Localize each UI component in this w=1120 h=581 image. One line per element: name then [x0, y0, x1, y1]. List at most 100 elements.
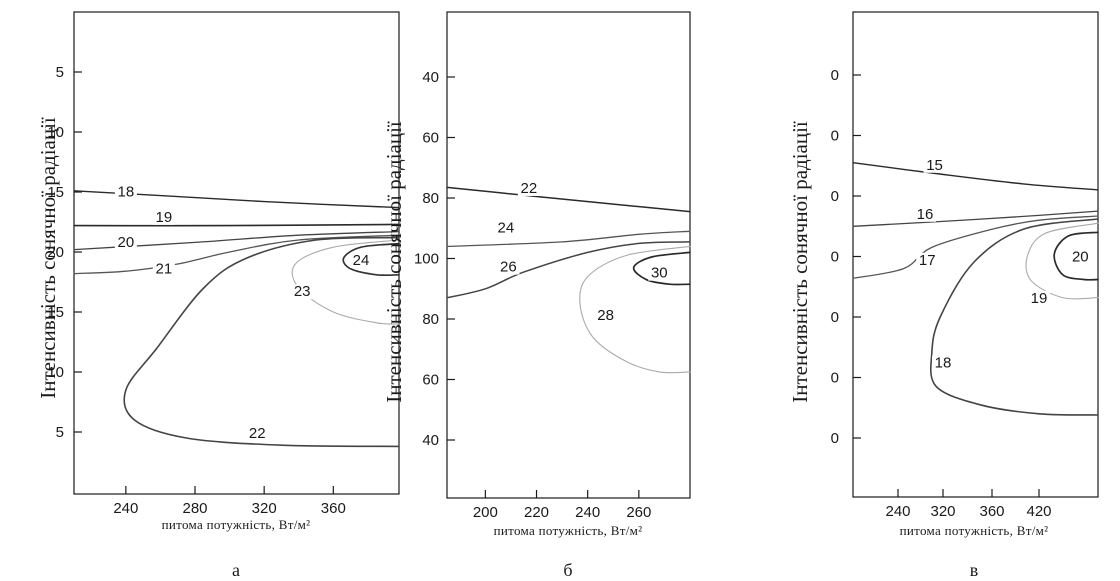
panel-c-contour-label-bg — [916, 252, 939, 268]
panel-a-contour-label-bg — [349, 253, 372, 268]
panel-b-contour-label-26: 26 — [500, 259, 517, 276]
panel-a-contour-label-18: 18 — [118, 184, 135, 201]
panel-a-y-tick-label: 20 — [47, 244, 64, 261]
panel-b-y-tick-label: 40 — [422, 432, 439, 449]
panel-b-xlabel: питома потужність, Вт/м² — [494, 523, 643, 538]
panel-c-contour-15 — [852, 162, 1099, 191]
panel-c-y-tick-label: 0 — [831, 188, 839, 205]
panel-b-y-tick-label: 80 — [422, 311, 439, 328]
panel-b-y-tick-label: 60 — [422, 130, 439, 147]
panel-c-contour-label-bg — [914, 206, 936, 222]
panel-b-contour-label-bg — [594, 308, 617, 323]
panel-c-x-tick-label: 240 — [885, 503, 910, 520]
panel-b-contour-28 — [579, 245, 691, 374]
panel-c-x-ticks: 240 320 360 420 — [885, 489, 1052, 520]
panel-c-y-tick-label: 0 — [831, 128, 839, 145]
panel-c-contour-label-17: 17 — [919, 252, 936, 269]
panel-a-x-tick-label: 360 — [321, 500, 346, 517]
panel-c-contour-label-16: 16 — [917, 206, 934, 223]
panel-b: Інтенсивність сонячної радіації 40 60 80 10… — [382, 11, 691, 580]
panel-b-contour-24 — [446, 230, 691, 248]
panel-b-contour-30 — [632, 251, 691, 286]
panel-a-contour-label-23: 23 — [294, 283, 311, 300]
panel-c-contour-label-19: 19 — [1031, 290, 1048, 307]
panel-c-x-tick-label: 320 — [930, 503, 955, 520]
panel-a-contour-21 — [73, 234, 400, 275]
panel-c-contour-17 — [852, 215, 1099, 279]
panel-a-contour-label-19: 19 — [156, 209, 173, 226]
panel-a-x-tick-label: 240 — [113, 500, 138, 517]
panel-b-x-tick-label: 240 — [575, 504, 600, 521]
panel-a-y-tick-label: 15 — [47, 304, 64, 321]
panel-a-contour-24 — [342, 242, 400, 277]
panel-a-plot-frame — [73, 11, 400, 495]
panel-a-contour-label-bg — [291, 284, 314, 300]
panel-a-x-tick-label: 320 — [252, 500, 277, 517]
panel-c-y-tick-label: 0 — [831, 370, 839, 387]
panel-a-contour-label-21: 21 — [156, 260, 173, 277]
panel-c-x-tick-label: 420 — [1026, 503, 1051, 520]
panel-b-contour-label-bg — [648, 265, 671, 281]
panel-a-contour-label-bg — [152, 209, 175, 225]
panel-c-contours: 15 16 17 20 19 18 — [852, 157, 1099, 416]
panel-b-contour-label-bg — [494, 220, 517, 236]
panel-a-contour-label-bg — [114, 184, 137, 200]
panel-c-contour-label-15: 15 — [926, 157, 943, 174]
panel-c-contour-label-bg — [1069, 249, 1092, 265]
panel-b-y-tick-label: 60 — [422, 372, 439, 389]
panel-b-contour-label-28: 28 — [597, 307, 614, 324]
panel-c-contour-label-bg — [932, 355, 954, 371]
panel-b-x-tick-label: 220 — [524, 504, 549, 521]
panel-b-y-tick-label: 80 — [422, 190, 439, 207]
panel-b-y-tick-label: 100 — [414, 251, 439, 268]
panel-a-y-tick-label: 5 — [56, 424, 64, 441]
panel-b-ylabel: Інтенсивність сонячної радіації — [382, 121, 406, 403]
panel-c-plot-frame — [852, 11, 1099, 498]
panel-b-y-ticks: 40 60 80 100 80 60 40 — [414, 69, 455, 449]
panel-a-contours: 18 19 20 21 24 23 22 — [73, 184, 400, 448]
panel-a-x-ticks: 240 280 320 360 — [113, 486, 346, 517]
panel-a-contour-label-bg — [114, 235, 137, 250]
panel-c-x-tick-label: 360 — [979, 503, 1004, 520]
panel-a-contour-19 — [73, 223, 400, 227]
panel-b-label: б — [563, 560, 572, 580]
panel-b-contour-label-bg — [517, 180, 540, 196]
panel-a-contour-label-bg — [152, 261, 175, 277]
panel-a-y-tick-label: 10 — [47, 364, 64, 381]
panel-a-y-ticks: 5 10 15 20 15 10 5 — [47, 64, 82, 441]
panel-c-contour-label-20: 20 — [1072, 249, 1089, 266]
panel-b-x-tick-label: 260 — [626, 504, 651, 521]
panel-b-contour-22 — [446, 186, 691, 213]
panel-a-contour-label-bg — [246, 425, 269, 441]
panel-a-y-tick-label: 5 — [56, 64, 64, 81]
panel-c-contour-label-bg — [923, 157, 946, 173]
panel-c-y-tick-label: 0 — [831, 249, 839, 266]
panel-c-contour-label-bg — [1028, 290, 1050, 306]
panel-c-label: в — [970, 560, 979, 580]
panel-b-contour-label-22: 22 — [521, 180, 538, 197]
panel-c-contour-label-18: 18 — [935, 355, 952, 372]
panel-c-xlabel: питома потужність, Вт/м² — [900, 523, 1049, 538]
panel-b-contour-26 — [446, 241, 691, 299]
panel-b-x-ticks: 200 220 240 260 — [473, 490, 651, 521]
panel-b-y-tick-label: 40 — [422, 69, 439, 86]
panel-c-y-tick-label: 0 — [831, 430, 839, 447]
panel-c-contour-20 — [1053, 231, 1099, 281]
panel-c-ylabel: Інтенсивність сонячної радіації — [788, 121, 812, 403]
panel-b-x-tick-label: 200 — [473, 504, 498, 521]
panel-a-contour-label-24: 24 — [353, 252, 370, 269]
panel-b-contour-label-bg — [497, 259, 520, 275]
panel-b-contour-label-24: 24 — [497, 219, 514, 236]
panel-c: Інтенсивність сонячної радіації 0 0 0 0 0 00 … — [788, 11, 1099, 580]
panel-a: Інтенсивність сонячної радіації 51015201… — [36, 11, 400, 580]
panel-c-contour-18 — [929, 218, 1099, 416]
panel-c-contour-19 — [1025, 222, 1099, 300]
panel-a-y-tick-label: 15 — [47, 184, 64, 201]
panel-a-label: а — [232, 560, 240, 580]
panel-c-y-tick-label: 0 — [831, 67, 839, 84]
panel-c-y-tick-label: 0 — [831, 309, 839, 326]
panel-a-x-tick-label: 280 — [182, 500, 207, 517]
panel-a-xlabel: питома потужність, Вт/м² — [162, 517, 311, 532]
panel-a-contour-label-20: 20 — [118, 234, 135, 251]
